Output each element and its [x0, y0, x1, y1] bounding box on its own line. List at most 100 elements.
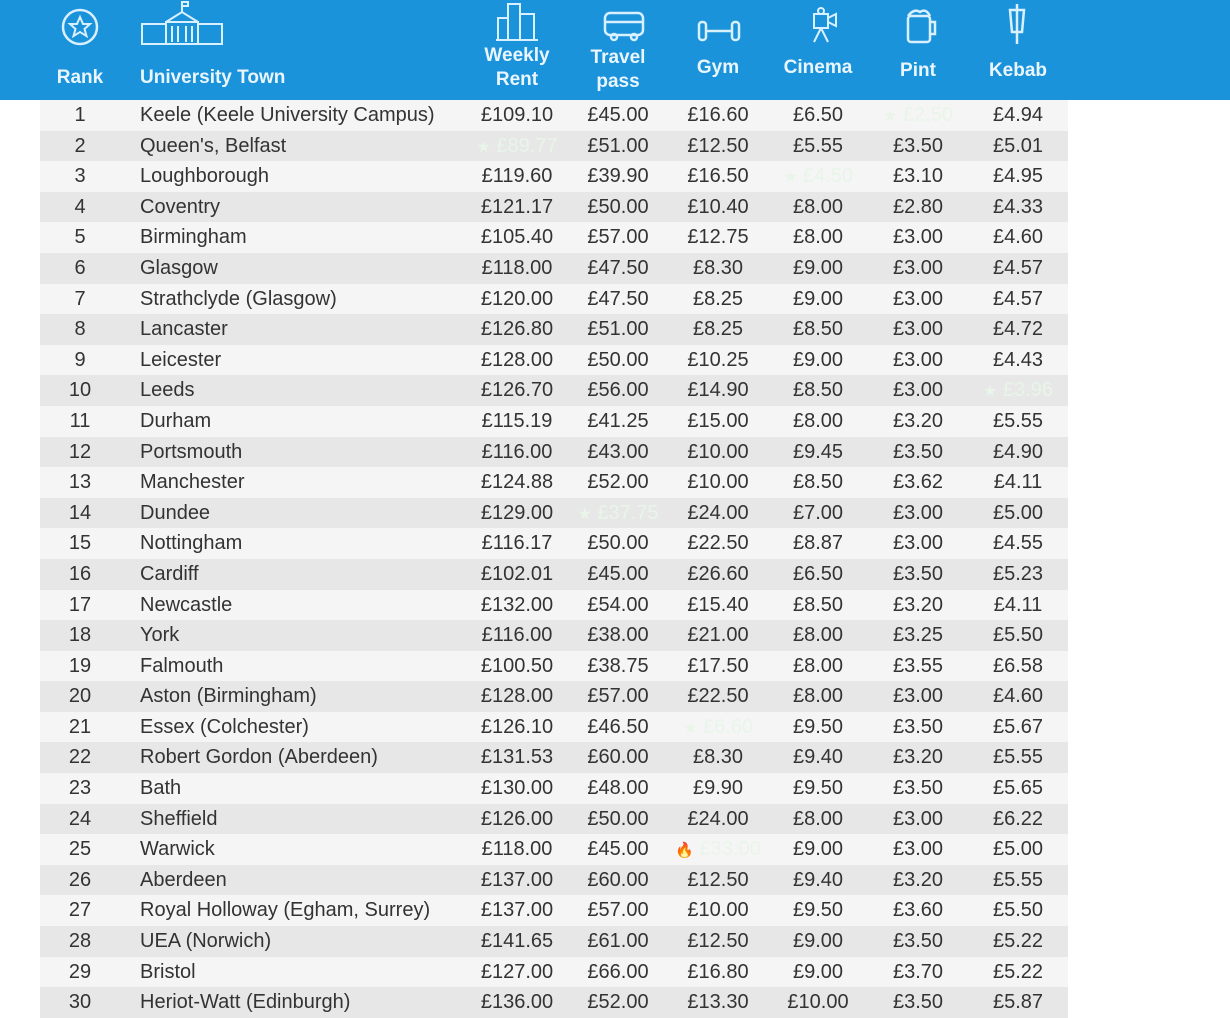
kebab-cell: £4.33 — [992, 195, 1044, 218]
pint-cell: £3.50 — [892, 440, 944, 463]
travel-cell: £46.50 — [587, 715, 649, 738]
rank-cell: 28 — [68, 930, 92, 953]
pint-cell: £3.62 — [892, 471, 944, 494]
travel-cell: £43.00 — [587, 440, 649, 463]
cinema-cell: £8.00 — [792, 409, 844, 432]
rank-cell: 1 — [74, 104, 86, 126]
cinema-cell: £8.00 — [792, 195, 844, 218]
kebab-cell: £5.87 — [992, 991, 1044, 1014]
rent-cell: £126.80 — [480, 318, 554, 341]
town-cell: Falmouth — [140, 654, 224, 677]
gym-cell: £24.00 — [687, 501, 749, 524]
town-cell: Leeds — [140, 379, 195, 402]
kebab-cell: £5.50 — [992, 624, 1044, 647]
kebab-cell: £4.60 — [992, 685, 1044, 708]
kebab-cell: £4.57 — [992, 256, 1044, 279]
star-icon: ★ — [883, 108, 898, 125]
pint-cell: £3.55 — [892, 654, 944, 677]
gym-cell: £8.30 — [692, 256, 744, 279]
rent-cell: £115.19 — [481, 409, 553, 432]
cinema-cell: £8.87 — [792, 532, 844, 555]
pint-cell: £3.60 — [892, 899, 944, 922]
rent-cell: £121.17 — [480, 195, 554, 218]
gym-cell: £9.90 — [692, 777, 744, 800]
kebab-cell: £5.22 — [992, 960, 1044, 983]
header-pint: Pint — [900, 60, 936, 81]
pint-cell: £3.50 — [892, 134, 944, 157]
gym-cell: £8.25 — [692, 287, 744, 310]
town-cell: Dundee — [140, 501, 211, 524]
rank-cell: 2 — [74, 134, 86, 157]
table-row: 7 Strathclyde (Glasgow) £120.00 £47.50 £8.25… — [40, 283, 1068, 315]
gym-cell: £21.00 — [687, 624, 749, 647]
rank-cell: 17 — [68, 593, 92, 616]
rank-cell: 8 — [74, 318, 86, 341]
gym-cell: £22.50 — [687, 685, 749, 708]
town-cell: Heriot-Watt (Edinburgh) — [140, 991, 351, 1014]
beer-mug-icon — [906, 9, 937, 44]
film-camera-icon — [813, 7, 837, 43]
rent-cell: £102.01 — [480, 562, 554, 585]
gym-cell: £10.25 — [687, 348, 749, 371]
gym-cell: £10.00 — [687, 899, 749, 922]
town-cell: Manchester — [140, 471, 245, 494]
cinema-cell: £9.50 — [792, 777, 844, 800]
table-row: 6 Glasgow £118.00 £47.50 £8.30 £9.00 £3.00 £4.5… — [40, 252, 1068, 284]
star-icon: ★ — [577, 505, 592, 523]
gym-cell: £10.00 — [687, 440, 749, 463]
kebab-cell-best: ★ £3.96 — [983, 379, 1053, 402]
cinema-cell: £7.00 — [792, 501, 844, 524]
travel-cell: £52.00 — [587, 471, 649, 494]
gym-cell: £16.50 — [687, 165, 749, 188]
town-cell: Nottingham — [140, 532, 243, 555]
travel-cell: £45.00 — [587, 104, 649, 126]
town-cell: Sheffield — [140, 807, 218, 830]
rank-cell: 10 — [68, 379, 92, 402]
travel-cell: £47.50 — [587, 287, 649, 310]
star-icon: ★ — [783, 169, 798, 187]
table-row: 22 Robert Gordon (Aberdeen) £131.53 £60.00 £… — [40, 742, 1068, 774]
travel-cell: £54.00 — [587, 593, 649, 616]
rank-cell: 18 — [68, 624, 92, 647]
town-cell: Bath — [140, 777, 182, 800]
cinema-cell: £10.00 — [787, 991, 849, 1014]
town-cell: Queen's, Belfast — [140, 134, 287, 157]
bus-icon — [603, 11, 645, 42]
header-rent-line2: Rent — [495, 69, 539, 90]
town-cell: Leicester — [140, 348, 222, 371]
rent-cell: £128.00 — [480, 348, 554, 371]
cinema-cell: £8.50 — [792, 471, 844, 494]
gym-cell: £14.90 — [687, 379, 749, 402]
kebab-cell: £5.22 — [992, 930, 1044, 953]
town-cell: Strathclyde (Glasgow) — [140, 287, 337, 310]
kebab-cell: £4.11 — [993, 471, 1043, 494]
cinema-cell: £9.00 — [792, 960, 844, 983]
gym-cell: £10.00 — [687, 471, 749, 494]
rank-cell: 15 — [68, 532, 92, 555]
gym-cell: £12.50 — [687, 868, 749, 891]
town-cell: Warwick — [140, 838, 215, 861]
table-row: 19 Falmouth £100.50 £38.75 £17.50 £8.00 £3.55 £… — [40, 650, 1068, 682]
rent-cell: £126.00 — [480, 807, 554, 830]
kebab-cell: £5.00 — [992, 838, 1044, 861]
rank-cell: 9 — [74, 348, 86, 371]
cinema-cell: £9.00 — [792, 838, 844, 861]
town-cell: Bristol — [140, 960, 196, 983]
rank-cell: 16 — [68, 562, 92, 585]
town-cell: UEA (Norwich) — [140, 930, 272, 953]
kebab-cell: £5.67 — [992, 715, 1044, 738]
header-town: University Town — [140, 67, 286, 88]
pint-cell: £3.00 — [892, 379, 944, 402]
kebab-cell: £5.55 — [992, 746, 1044, 769]
table-row: 30 Heriot-Watt (Edinburgh) £136.00 £52.00 £1… — [40, 987, 1068, 1018]
pint-cell: £3.00 — [892, 287, 944, 310]
rent-cell: £109.10 — [480, 104, 554, 126]
pint-cell: £3.20 — [892, 593, 944, 616]
town-cell: Portsmouth — [140, 440, 243, 463]
table-row: 21 Essex (Colchester) £126.10 £46.50 ★ £6.60… — [40, 711, 1068, 743]
cinema-cell: £9.00 — [792, 256, 844, 279]
gym-cell: £15.00 — [687, 409, 749, 432]
city-buildings-icon — [496, 3, 538, 41]
travel-cell: £50.00 — [587, 348, 649, 371]
gym-cell: £15.40 — [687, 593, 749, 616]
